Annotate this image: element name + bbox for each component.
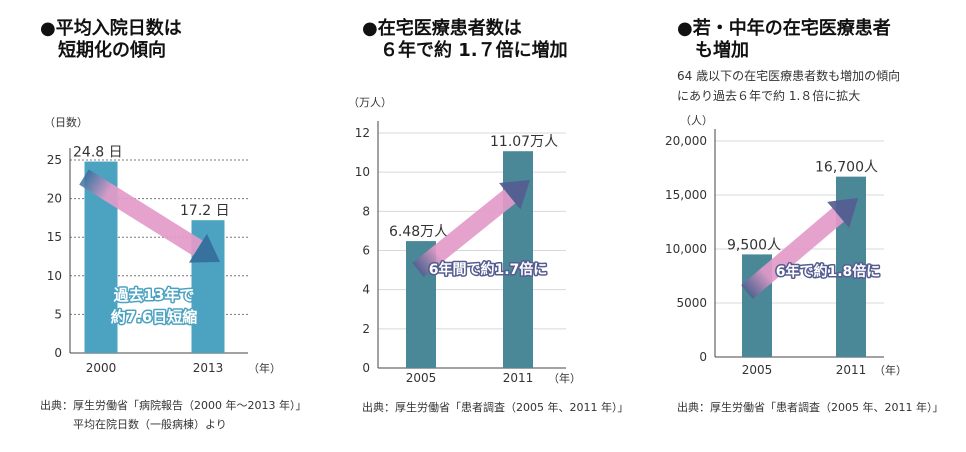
data-label: 9,500人	[727, 237, 781, 253]
y-axis-unit: （万人）	[348, 96, 392, 109]
x-tick-label: 2005	[406, 371, 437, 385]
data-label: 11.07万人	[490, 134, 558, 150]
chart-source: 出典：厚生労働省「患者調査（2005 年、2011 年）」	[362, 401, 629, 414]
trend-arrow-body	[412, 189, 516, 278]
x-tick-label: 2011	[503, 371, 534, 385]
chart-title: ●平均入院日数は 短期化の傾向	[40, 18, 182, 61]
x-tick-label: 2000	[86, 361, 117, 375]
trend-arrow-body	[79, 169, 203, 256]
data-label: 6.48万人	[389, 224, 448, 240]
y-tick-label: 5000	[676, 296, 707, 310]
chart-hospital-days: 0 5 10 15 20 25 （日数） （年） 2000 24.8 日 2013 17.2 日過去1…	[44, 116, 281, 375]
data-label: 16,700人	[815, 160, 878, 176]
y-tick-label: 5	[54, 307, 62, 321]
y-tick-label: 15,000	[665, 188, 707, 202]
y-tick-label: 10	[355, 165, 370, 179]
y-tick-label: 0	[699, 350, 707, 364]
x-tick-label: 2013	[193, 361, 224, 375]
data-label: 17.2 日	[180, 203, 230, 219]
chart-plot-group: 0 2 4 6 8 10 12 （万人） （年） 2005 6.48万人 2011 11.07万人 6年間…	[348, 96, 581, 385]
chart-panel-young-home-care: ●若・中年の在宅医療患者 も増加 64 歳以下の在宅医療患者数も増加の傾向 にあ…	[645, 0, 966, 452]
annotation-text: 6年間で約1.7倍に	[429, 261, 548, 278]
chart-plot-group: 0 5 10 15 20 25 （日数） （年） 2000 24.8 日 2013 17.2 日過去1…	[44, 116, 281, 375]
x-axis-unit: （年）	[874, 363, 907, 377]
y-tick-label: 12	[355, 126, 370, 140]
y-tick-label: 8	[362, 204, 370, 218]
chart-panel-hospital-days: ●平均入院日数は 短期化の傾向 0 5 10 15 20 25 （日数） （年） 2000 24.…	[0, 0, 320, 452]
y-tick-label: 15	[47, 230, 62, 244]
y-tick-label: 4	[362, 283, 370, 297]
x-tick-label: 2005	[742, 363, 773, 377]
trend-arrow-body	[741, 207, 844, 299]
chart-subtitle: 64 歳以下の在宅医療患者数も増加の傾向 にあり過去６年で約 1.８倍に拡大	[677, 69, 901, 103]
y-tick-label: 20,000	[665, 134, 707, 148]
y-tick-label: 25	[47, 153, 62, 167]
y-tick-label: 0	[362, 361, 370, 375]
x-axis-unit: （年）	[548, 371, 581, 385]
y-tick-label: 10,000	[665, 242, 707, 256]
chart-panel-home-care-patients: ●在宅医療患者数は ６年で約 1.７倍に増加 0 2 4 6 8 10 12 （万人） （年） 2…	[320, 0, 640, 452]
x-tick-label: 2011	[836, 363, 867, 377]
y-axis-unit: （人）	[680, 114, 713, 127]
trend-arrow-head	[188, 233, 220, 263]
y-tick-label: 0	[54, 346, 62, 360]
chart-plot-group: 0 5000 10,000 15,000 20,000 （人） （年） 2005 9,500人 2…	[665, 114, 907, 377]
chart-home-care-patients: 0 2 4 6 8 10 12 （万人） （年） 2005 6.48万人 2011 11.07万人 6年間…	[348, 96, 581, 385]
chart-source: 出典：厚生労働省「患者調査（2005 年、2011 年）」	[677, 401, 944, 414]
chart-title: ●若・中年の在宅医療患者 も増加	[677, 18, 891, 61]
y-tick-label: 10	[47, 269, 62, 283]
chart-source: 出典：厚生労働省「病院報告（2000 年～2013 年）」 平均在院日数（一般病…	[40, 399, 307, 431]
annotation-text: 過去13年で	[113, 286, 195, 304]
annotation-text: 6年で約1.8倍に	[776, 263, 881, 280]
data-label: 24.8 日	[73, 145, 123, 161]
annotation-text: 約7.6日短縮	[111, 308, 198, 326]
y-tick-label: 6	[362, 244, 370, 258]
trend-arrow-head	[499, 180, 530, 210]
chart-title: ●在宅医療患者数は ６年で約 1.７倍に増加	[362, 18, 568, 61]
y-axis-unit: （日数）	[44, 116, 88, 129]
chart-young-home-care: 0 5000 10,000 15,000 20,000 （人） （年） 2005 9,500人 2…	[665, 114, 907, 377]
x-axis-unit: （年）	[248, 361, 281, 375]
trend-arrow-head	[827, 198, 858, 228]
y-tick-label: 20	[47, 192, 62, 206]
y-tick-label: 2	[362, 322, 370, 336]
